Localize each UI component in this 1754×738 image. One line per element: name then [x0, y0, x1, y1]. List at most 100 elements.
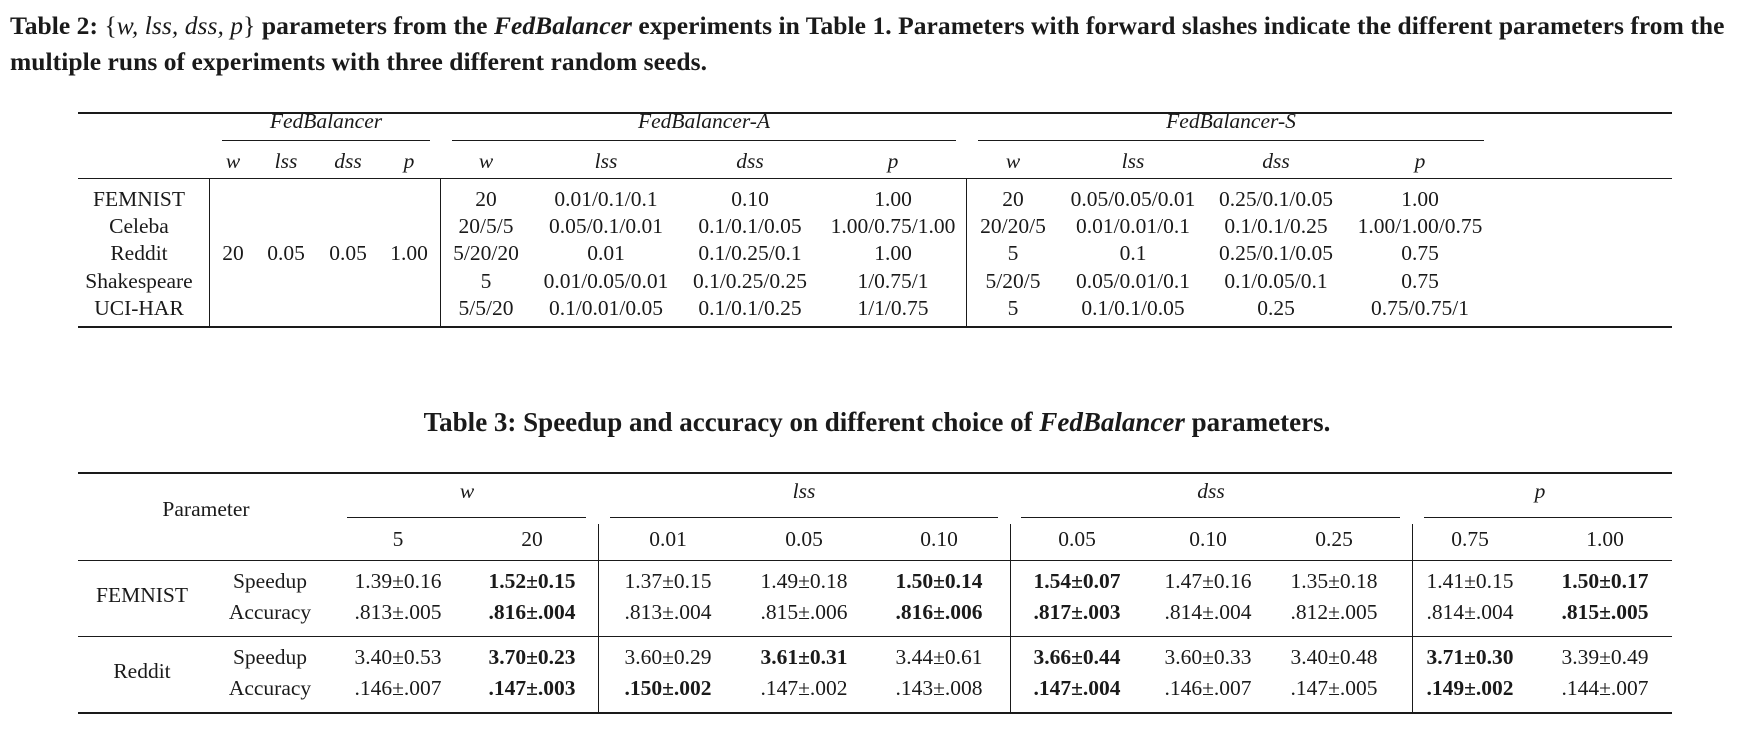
param-header-dss: dss — [736, 149, 764, 173]
fedbalancer-a-cell: 0.10 — [731, 187, 769, 211]
fedbalancer-s-cell: 0.1/0.1/0.05 — [1081, 296, 1185, 320]
value-cell: 1.41±0.15 — [1426, 569, 1514, 593]
value-cell: 3.39±0.49 — [1561, 645, 1649, 669]
fedbalancer-a-cell: 5 — [480, 269, 492, 293]
value-cell: .816±.006 — [895, 600, 983, 624]
metric-label: Accuracy — [228, 600, 312, 624]
fedbalancer-a-cell: 1/1/0.75 — [857, 296, 929, 320]
vsep-2 — [1010, 524, 1011, 712]
subheader-cell: 0.75 — [1451, 527, 1489, 551]
cmidrule-fedbalancer — [222, 140, 430, 141]
fedbalancer-a-cell: 5/20/20 — [453, 241, 519, 265]
fedbalancer-cell: 1.00 — [390, 241, 428, 265]
value-cell: .149±.002 — [1426, 676, 1514, 700]
fedbalancer-s-cell: 0.75 — [1401, 241, 1439, 265]
fedbalancer-s-cell: 0.25/0.1/0.05 — [1218, 241, 1334, 265]
value-cell: .816±.004 — [488, 600, 576, 624]
fedbalancer-s-cell: 0.1/0.1/0.25 — [1224, 214, 1328, 238]
fedbalancer-cell: 0.05 — [267, 241, 305, 265]
value-cell: .815±.006 — [760, 600, 848, 624]
fedbalancer-s-cell: 1.00 — [1401, 187, 1439, 211]
value-cell: .812±.005 — [1290, 600, 1378, 624]
value-cell: .147±.003 — [488, 676, 576, 700]
value-cell: .813±.004 — [624, 600, 712, 624]
dataset-label: Shakespeare — [85, 269, 193, 293]
fedbalancer-s-cell: 0.25/0.1/0.05 — [1218, 187, 1334, 211]
value-cell: 3.66±0.44 — [1033, 645, 1121, 669]
value-cell: 1.50±0.17 — [1561, 569, 1649, 593]
subheader-cell: 0.05 — [785, 527, 823, 551]
caption-brace-open: { — [104, 11, 117, 40]
param-header-p: p — [1414, 149, 1426, 173]
fedbalancer-a-cell: 1.00/0.75/1.00 — [830, 214, 956, 238]
mid-rule — [78, 178, 1672, 179]
param-header-lss: lss — [594, 149, 618, 173]
metric-label: Speedup — [232, 569, 308, 593]
header-rule — [78, 560, 1672, 561]
value-cell: 3.71±0.30 — [1426, 645, 1514, 669]
fedbalancer-a-cell: 0.05/0.1/0.01 — [548, 214, 664, 238]
value-cell: .143±.008 — [895, 676, 983, 700]
dataset-label: FEMNIST — [93, 187, 185, 211]
mid-rule — [78, 636, 1672, 637]
dataset-label: Celeba — [109, 214, 169, 238]
caption-text-a: parameters from the — [261, 11, 488, 40]
value-cell: .146±.007 — [354, 676, 442, 700]
bottom-rule — [78, 712, 1672, 714]
fedbalancer-s-cell: 0.75 — [1401, 269, 1439, 293]
value-cell: .147±.005 — [1290, 676, 1378, 700]
fedbalancer-s-cell: 0.1 — [1119, 241, 1147, 265]
caption3-text-b: parameters. — [1191, 407, 1331, 437]
dataset-label: FEMNIST — [96, 583, 188, 607]
parameter-header: Parameter — [162, 497, 250, 521]
fedbalancer-cell: 20 — [222, 241, 244, 265]
value-cell: 1.47±0.16 — [1164, 569, 1252, 593]
fedbalancer-a-cell: 1.00 — [874, 187, 912, 211]
group-header-fedbalancer-s: FedBalancer-S — [1166, 109, 1296, 133]
subheader-cell: 0.10 — [920, 527, 958, 551]
table2: FedBalancer FedBalancer-A FedBalancer-S w ls… — [78, 109, 1672, 368]
metric-label: Accuracy — [228, 676, 312, 700]
param-header-p: p — [887, 149, 899, 173]
cmidrule-fedbalancer-s — [978, 140, 1484, 141]
caption3-text-a: Table 3: Speedup and accuracy on differe… — [423, 407, 1033, 437]
fedbalancer-s-cell: 0.05/0.01/0.1 — [1075, 269, 1191, 293]
fedbalancer-a-cell: 5/5/20 — [458, 296, 514, 320]
value-cell: .814±.004 — [1426, 600, 1514, 624]
table2-caption: Table 2: {w, lss, dss, p} parameters fro… — [10, 8, 1750, 80]
cmidrule-w — [347, 517, 586, 518]
group-header-p: p — [1534, 479, 1546, 503]
subheader-cell: 20 — [521, 527, 543, 551]
fedbalancer-a-cell: 0.1/0.25/0.25 — [692, 269, 808, 293]
value-cell: 3.40±0.53 — [354, 645, 442, 669]
subheader-cell: 0.25 — [1315, 527, 1353, 551]
fedbalancer-s-cell: 5/20/5 — [985, 269, 1041, 293]
caption-brace-close: } — [243, 11, 256, 40]
param-header-w: w — [478, 149, 494, 173]
metric-label: Speedup — [232, 645, 308, 669]
fedbalancer-a-cell: 0.01 — [587, 241, 625, 265]
fedbalancer-a-cell: 0.1/0.25/0.1 — [698, 241, 802, 265]
value-cell: .817±.003 — [1033, 600, 1121, 624]
fedbalancer-a-cell: 0.01/0.1/0.1 — [554, 187, 658, 211]
caption-label: Table 2: — [10, 11, 99, 40]
value-cell: .150±.002 — [624, 676, 712, 700]
fedbalancer-cell: 0.05 — [329, 241, 367, 265]
fedbalancer-a-cell: 20 — [475, 187, 497, 211]
vsep-3 — [1412, 524, 1413, 712]
vsep-1 — [209, 178, 210, 326]
caption-fedbalancer: FedBalancer — [493, 11, 632, 40]
cmidrule-fedbalancer-a — [452, 140, 956, 141]
value-cell: .813±.005 — [354, 600, 442, 624]
table3: Parameter w lss dss p 5 20 0.01 0.05 0.10 0.05 0.10… — [78, 472, 1672, 716]
group-header-dss: dss — [1197, 479, 1225, 503]
top-rule — [78, 472, 1672, 474]
param-header-w: w — [1005, 149, 1021, 173]
fedbalancer-a-cell: 20/5/5 — [458, 214, 514, 238]
param-header-lss: lss — [274, 149, 298, 173]
value-cell: .147±.002 — [760, 676, 848, 700]
fedbalancer-a-cell: 0.1/0.1/0.05 — [698, 214, 802, 238]
group-header-w: w — [459, 479, 475, 503]
cmidrule-p — [1424, 517, 1672, 518]
vsep-2 — [440, 178, 441, 326]
